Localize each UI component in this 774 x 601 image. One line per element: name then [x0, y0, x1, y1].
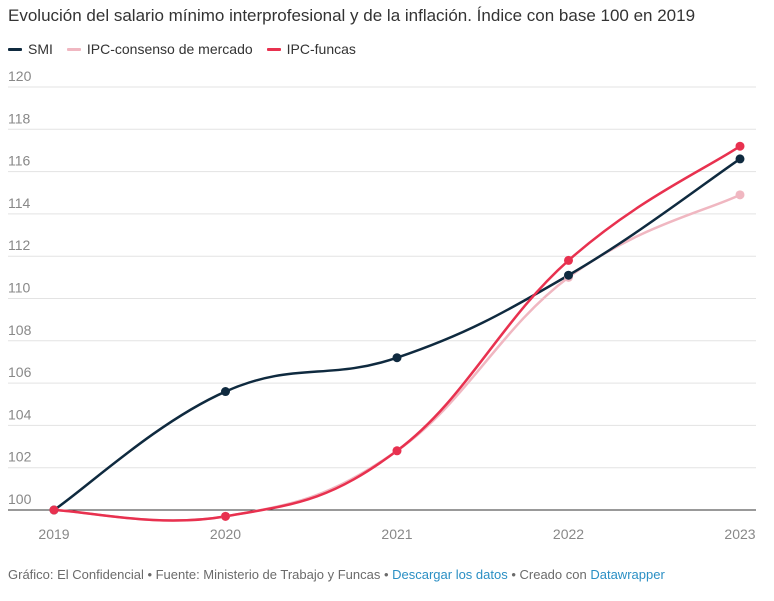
data-point-ipc-funcas-2022 — [564, 255, 573, 265]
legend-item-ipc-funcas: IPC-funcas — [266, 41, 356, 57]
legend-item-ipc-consenso: IPC-consenso de mercado — [66, 41, 253, 57]
y-tick-label-102: 102 — [8, 449, 32, 465]
data-point-ipc-funcas-2021 — [392, 446, 402, 456]
y-tick-label-110: 110 — [8, 280, 31, 296]
line-chart: 100 102 104 106 108 110 112 114 116 118 120 2019 202… — [8, 68, 756, 542]
data-point-ipc-consenso-de-mercado-2023 — [735, 190, 745, 200]
legend-label-ipc-consenso: IPC-consenso de mercado — [86, 41, 253, 57]
data-point-smi-2021 — [392, 353, 402, 363]
legend-swatch-ipc-consenso — [66, 47, 81, 51]
y-tick-label-116: 116 — [8, 153, 31, 169]
y-tick-label-108: 108 — [8, 322, 32, 338]
footer: Gráfico: El Confidencial • Fuente: Minis… — [8, 567, 665, 582]
data-point-ipc-funcas-2023 — [735, 141, 745, 151]
series-line-ipc-funcas — [52, 144, 742, 522]
x-tick-label-2021: 2021 — [381, 526, 412, 542]
y-tick-label-104: 104 — [8, 406, 32, 422]
legend: SMI IPC-consenso de mercado IPC-funcas — [8, 41, 370, 57]
data-point-smi-2022 — [564, 270, 573, 280]
chart-title: Evolución del salario mínimo interprofes… — [8, 6, 696, 25]
footer-credit: Gráfico: El Confidencial • Fuente: Minis… — [8, 567, 393, 582]
data-point-ipc-funcas-2019 — [49, 505, 59, 515]
y-tick-label-118: 118 — [8, 110, 31, 126]
y-tick-label-100: 100 — [8, 491, 32, 507]
y-tick-label-114: 114 — [8, 195, 31, 211]
y-tick-label-112: 112 — [8, 237, 31, 253]
footer-created-with: • Creado con — [507, 567, 591, 582]
y-tick-label-120: 120 — [8, 68, 32, 84]
x-tick-label-2019: 2019 — [38, 526, 69, 542]
download-data-link[interactable]: Descargar los datos — [392, 567, 508, 582]
x-tick-label-2020: 2020 — [210, 526, 241, 542]
x-tick-label-2023: 2023 — [724, 526, 755, 542]
x-tick-label-2022: 2022 — [553, 526, 584, 542]
data-point-ipc-funcas-2020 — [221, 511, 230, 521]
legend-swatch-ipc-funcas — [266, 47, 281, 51]
legend-label-smi: SMI — [28, 41, 53, 57]
data-point-smi-2023 — [735, 154, 745, 164]
datawrapper-link[interactable]: Datawrapper — [590, 567, 665, 582]
y-tick-label-106: 106 — [8, 364, 32, 380]
legend-swatch-smi — [8, 47, 22, 51]
legend-item-smi: SMI — [8, 41, 53, 57]
data-point-smi-2020 — [221, 387, 230, 397]
legend-label-ipc-funcas: IPC-funcas — [286, 41, 356, 57]
series-line-smi — [52, 157, 742, 512]
